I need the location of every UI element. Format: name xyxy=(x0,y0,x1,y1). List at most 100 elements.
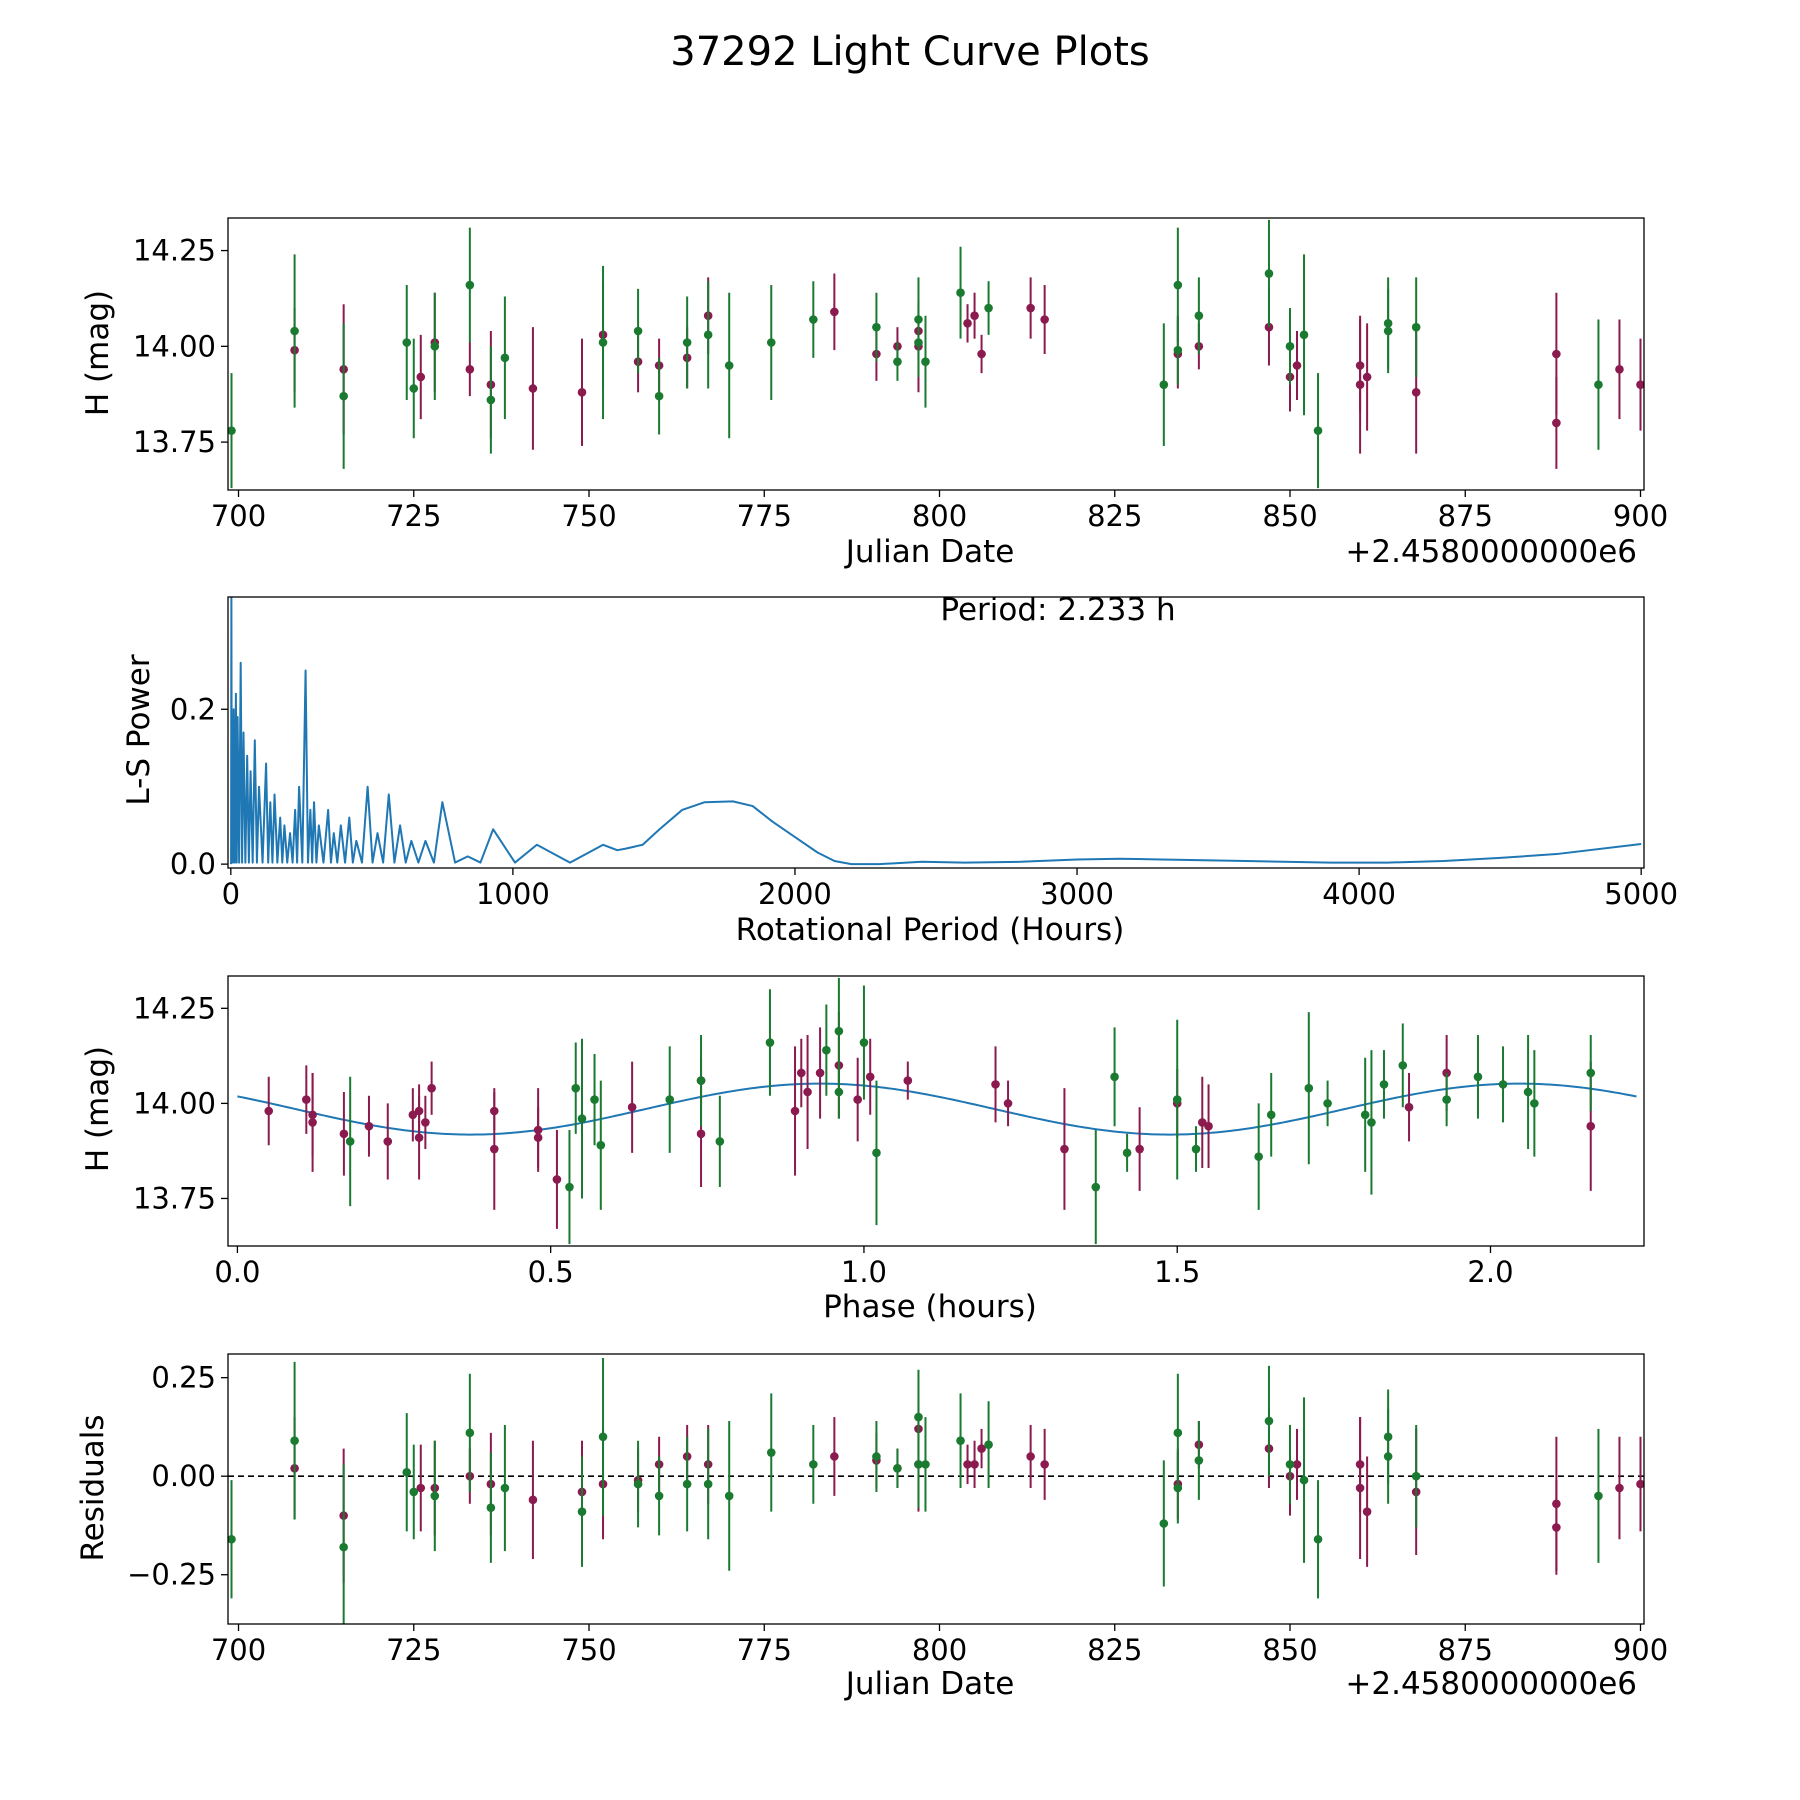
phased-point-magenta xyxy=(383,1137,393,1146)
light-curve-xtick-label: 825 xyxy=(1087,499,1142,533)
phased-point-magenta xyxy=(803,1087,812,1097)
phased-point-green xyxy=(1586,1068,1596,1078)
residuals-xtick-label: 900 xyxy=(1613,1633,1668,1667)
residuals-point-magenta xyxy=(528,1495,538,1505)
light-curve-xtick-label: 775 xyxy=(737,499,792,533)
residuals-plot-area xyxy=(228,1357,1644,1624)
residuals-point-green xyxy=(633,1479,643,1489)
residuals-point-green xyxy=(921,1460,930,1469)
phased-point-green xyxy=(1523,1087,1533,1097)
residuals-point-green xyxy=(500,1483,510,1493)
period-annotation: Period: 2.233 h xyxy=(940,592,1175,628)
residuals-point-green xyxy=(486,1503,496,1513)
phased-point-magenta xyxy=(1197,1118,1207,1127)
light-curve-point-green xyxy=(1173,345,1183,355)
phased-xtick-label: 2.0 xyxy=(1467,1255,1513,1289)
light-curve-xtick-label: 850 xyxy=(1262,499,1317,533)
residuals-point-green xyxy=(1383,1432,1393,1442)
residuals-point-green xyxy=(914,1460,923,1469)
phased-frame xyxy=(227,975,1645,1247)
phased-point-magenta xyxy=(1442,1068,1451,1078)
model-curve xyxy=(237,1082,1637,1136)
light-curve-point-green xyxy=(984,303,993,313)
residuals-ytick-label: −0.25 xyxy=(127,1558,216,1592)
phased-ytick-label: 13.75 xyxy=(133,1181,216,1215)
light-curve-point-green xyxy=(724,361,734,370)
residuals-point-magenta xyxy=(977,1444,986,1453)
residuals-point-green xyxy=(809,1460,818,1469)
residuals-point-green xyxy=(703,1479,713,1489)
phased-point-green xyxy=(822,1045,831,1055)
residuals-point-magenta xyxy=(1362,1507,1372,1516)
light-curve-point-green xyxy=(956,288,965,298)
residuals-point-magenta xyxy=(970,1460,979,1469)
phased-point-green xyxy=(1530,1099,1539,1108)
light-curve-point-magenta xyxy=(1552,349,1561,359)
phased-panel: Phase (hours) H (mag) 0.0 0.5 1.0 1.5 2.0 13.… xyxy=(80,975,1645,1325)
phased-point-green xyxy=(565,1182,574,1192)
residuals-xtick-label: 700 xyxy=(211,1633,266,1667)
residuals-xtick-label: 725 xyxy=(386,1633,441,1667)
phased-point-green xyxy=(834,1026,844,1036)
residuals-panel: Julian Date +2.4580000000e6 Residuals 70… xyxy=(75,1353,1668,1702)
periodogram-frame xyxy=(227,596,1645,869)
light-curve-point-green xyxy=(500,353,510,363)
residuals-point-green xyxy=(984,1440,993,1449)
residuals-point-green xyxy=(1299,1475,1309,1485)
phased-ytick-label: 14.25 xyxy=(133,991,216,1025)
phased-point-green xyxy=(1323,1099,1332,1108)
phased-point-green xyxy=(1304,1083,1314,1093)
light-curve-point-magenta xyxy=(1040,315,1049,324)
light-curve-point-green xyxy=(921,357,930,366)
light-curve-point-green xyxy=(1313,426,1323,435)
light-curve-point-magenta xyxy=(416,372,426,382)
phased-point-green xyxy=(590,1095,599,1104)
residuals-point-green xyxy=(290,1436,299,1446)
light-curve-point-green xyxy=(486,395,496,405)
phased-point-green xyxy=(1360,1110,1370,1120)
phased-point-green xyxy=(596,1140,606,1150)
light-curve-point-green xyxy=(1411,322,1421,332)
light-curve-point-green xyxy=(402,338,412,347)
phased-point-green xyxy=(1442,1095,1451,1104)
residuals-point-green xyxy=(682,1479,692,1489)
residuals-point-green xyxy=(724,1491,734,1501)
light-curve-point-green xyxy=(1299,330,1309,340)
periodogram-plot-area xyxy=(229,597,1642,866)
residuals-point-magenta xyxy=(1040,1460,1049,1469)
phased-point-magenta xyxy=(790,1106,800,1116)
residuals-ytick-label: 0.25 xyxy=(151,1361,216,1395)
light-curve-point-green xyxy=(430,342,440,351)
phased-point-magenta xyxy=(1404,1102,1414,1112)
phased-point-green xyxy=(665,1095,675,1104)
phased-point-magenta xyxy=(1060,1144,1069,1154)
light-curve-point-green xyxy=(1173,280,1183,290)
periodogram-xtick-label: 1000 xyxy=(476,877,550,911)
phased-point-magenta xyxy=(627,1102,637,1112)
periodogram-xtick-label: 3000 xyxy=(1040,877,1114,911)
phased-point-green xyxy=(1191,1144,1201,1154)
light-curve-xtick-label: 725 xyxy=(386,499,441,533)
phased-xtick-label: 1.0 xyxy=(841,1255,887,1289)
phased-point-magenta xyxy=(552,1175,562,1184)
phased-point-magenta xyxy=(1135,1144,1144,1154)
light-curve-xlabel: Julian Date xyxy=(844,534,1015,570)
light-curve-point-magenta xyxy=(1355,361,1365,370)
phased-point-green xyxy=(696,1076,706,1085)
residuals-point-green xyxy=(654,1491,664,1501)
light-curve-point-magenta xyxy=(970,311,979,320)
residuals-xtick-label: 800 xyxy=(912,1633,967,1667)
light-curve-ytick-label: 13.75 xyxy=(133,425,216,459)
light-curve-xtick-label: 700 xyxy=(211,499,266,533)
periodogram-panel: Rotational Period (Hours) L-S Power Peri… xyxy=(121,592,1678,948)
phased-point-magenta xyxy=(364,1121,374,1131)
phased-point-green xyxy=(1473,1072,1483,1082)
phased-point-green xyxy=(1172,1095,1182,1104)
phased-point-magenta xyxy=(1204,1121,1213,1131)
residuals-point-green xyxy=(1264,1416,1274,1426)
phased-xtick-label: 1.5 xyxy=(1154,1255,1200,1289)
figure-title: 37292 Light Curve Plots xyxy=(670,29,1149,75)
light-curve-point-magenta xyxy=(1636,380,1644,389)
light-curve-point-green xyxy=(682,338,692,347)
